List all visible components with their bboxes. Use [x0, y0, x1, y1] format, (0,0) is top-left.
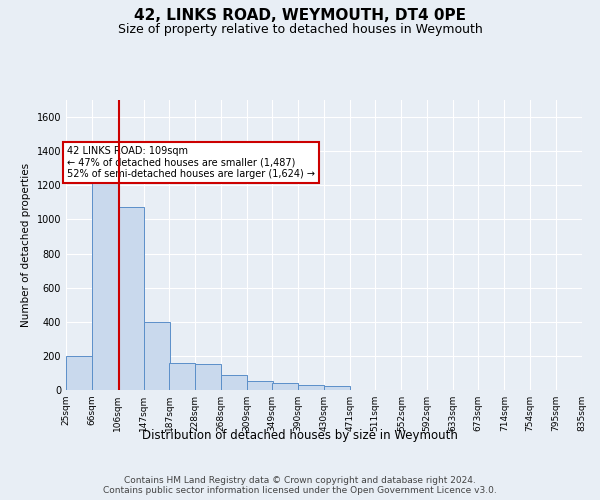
Bar [118, 208, 143, 390]
Bar [169, 362, 195, 390]
Bar [92, 180, 118, 390]
Text: Size of property relative to detached houses in Weymouth: Size of property relative to detached ho… [118, 22, 482, 36]
Text: Contains HM Land Registry data © Crown copyright and database right 2024.
Contai: Contains HM Land Registry data © Crown c… [103, 476, 497, 495]
Bar [272, 383, 298, 390]
Bar [195, 364, 221, 390]
Bar [66, 356, 92, 390]
Bar [247, 380, 273, 390]
Text: 42, LINKS ROAD, WEYMOUTH, DT4 0PE: 42, LINKS ROAD, WEYMOUTH, DT4 0PE [134, 8, 466, 22]
Bar [221, 374, 247, 390]
Text: 42 LINKS ROAD: 109sqm
← 47% of detached houses are smaller (1,487)
52% of semi-d: 42 LINKS ROAD: 109sqm ← 47% of detached … [67, 146, 315, 180]
Bar [298, 385, 325, 390]
Bar [143, 322, 170, 390]
Text: Distribution of detached houses by size in Weymouth: Distribution of detached houses by size … [142, 430, 458, 442]
Bar [323, 386, 350, 390]
Y-axis label: Number of detached properties: Number of detached properties [21, 163, 31, 327]
